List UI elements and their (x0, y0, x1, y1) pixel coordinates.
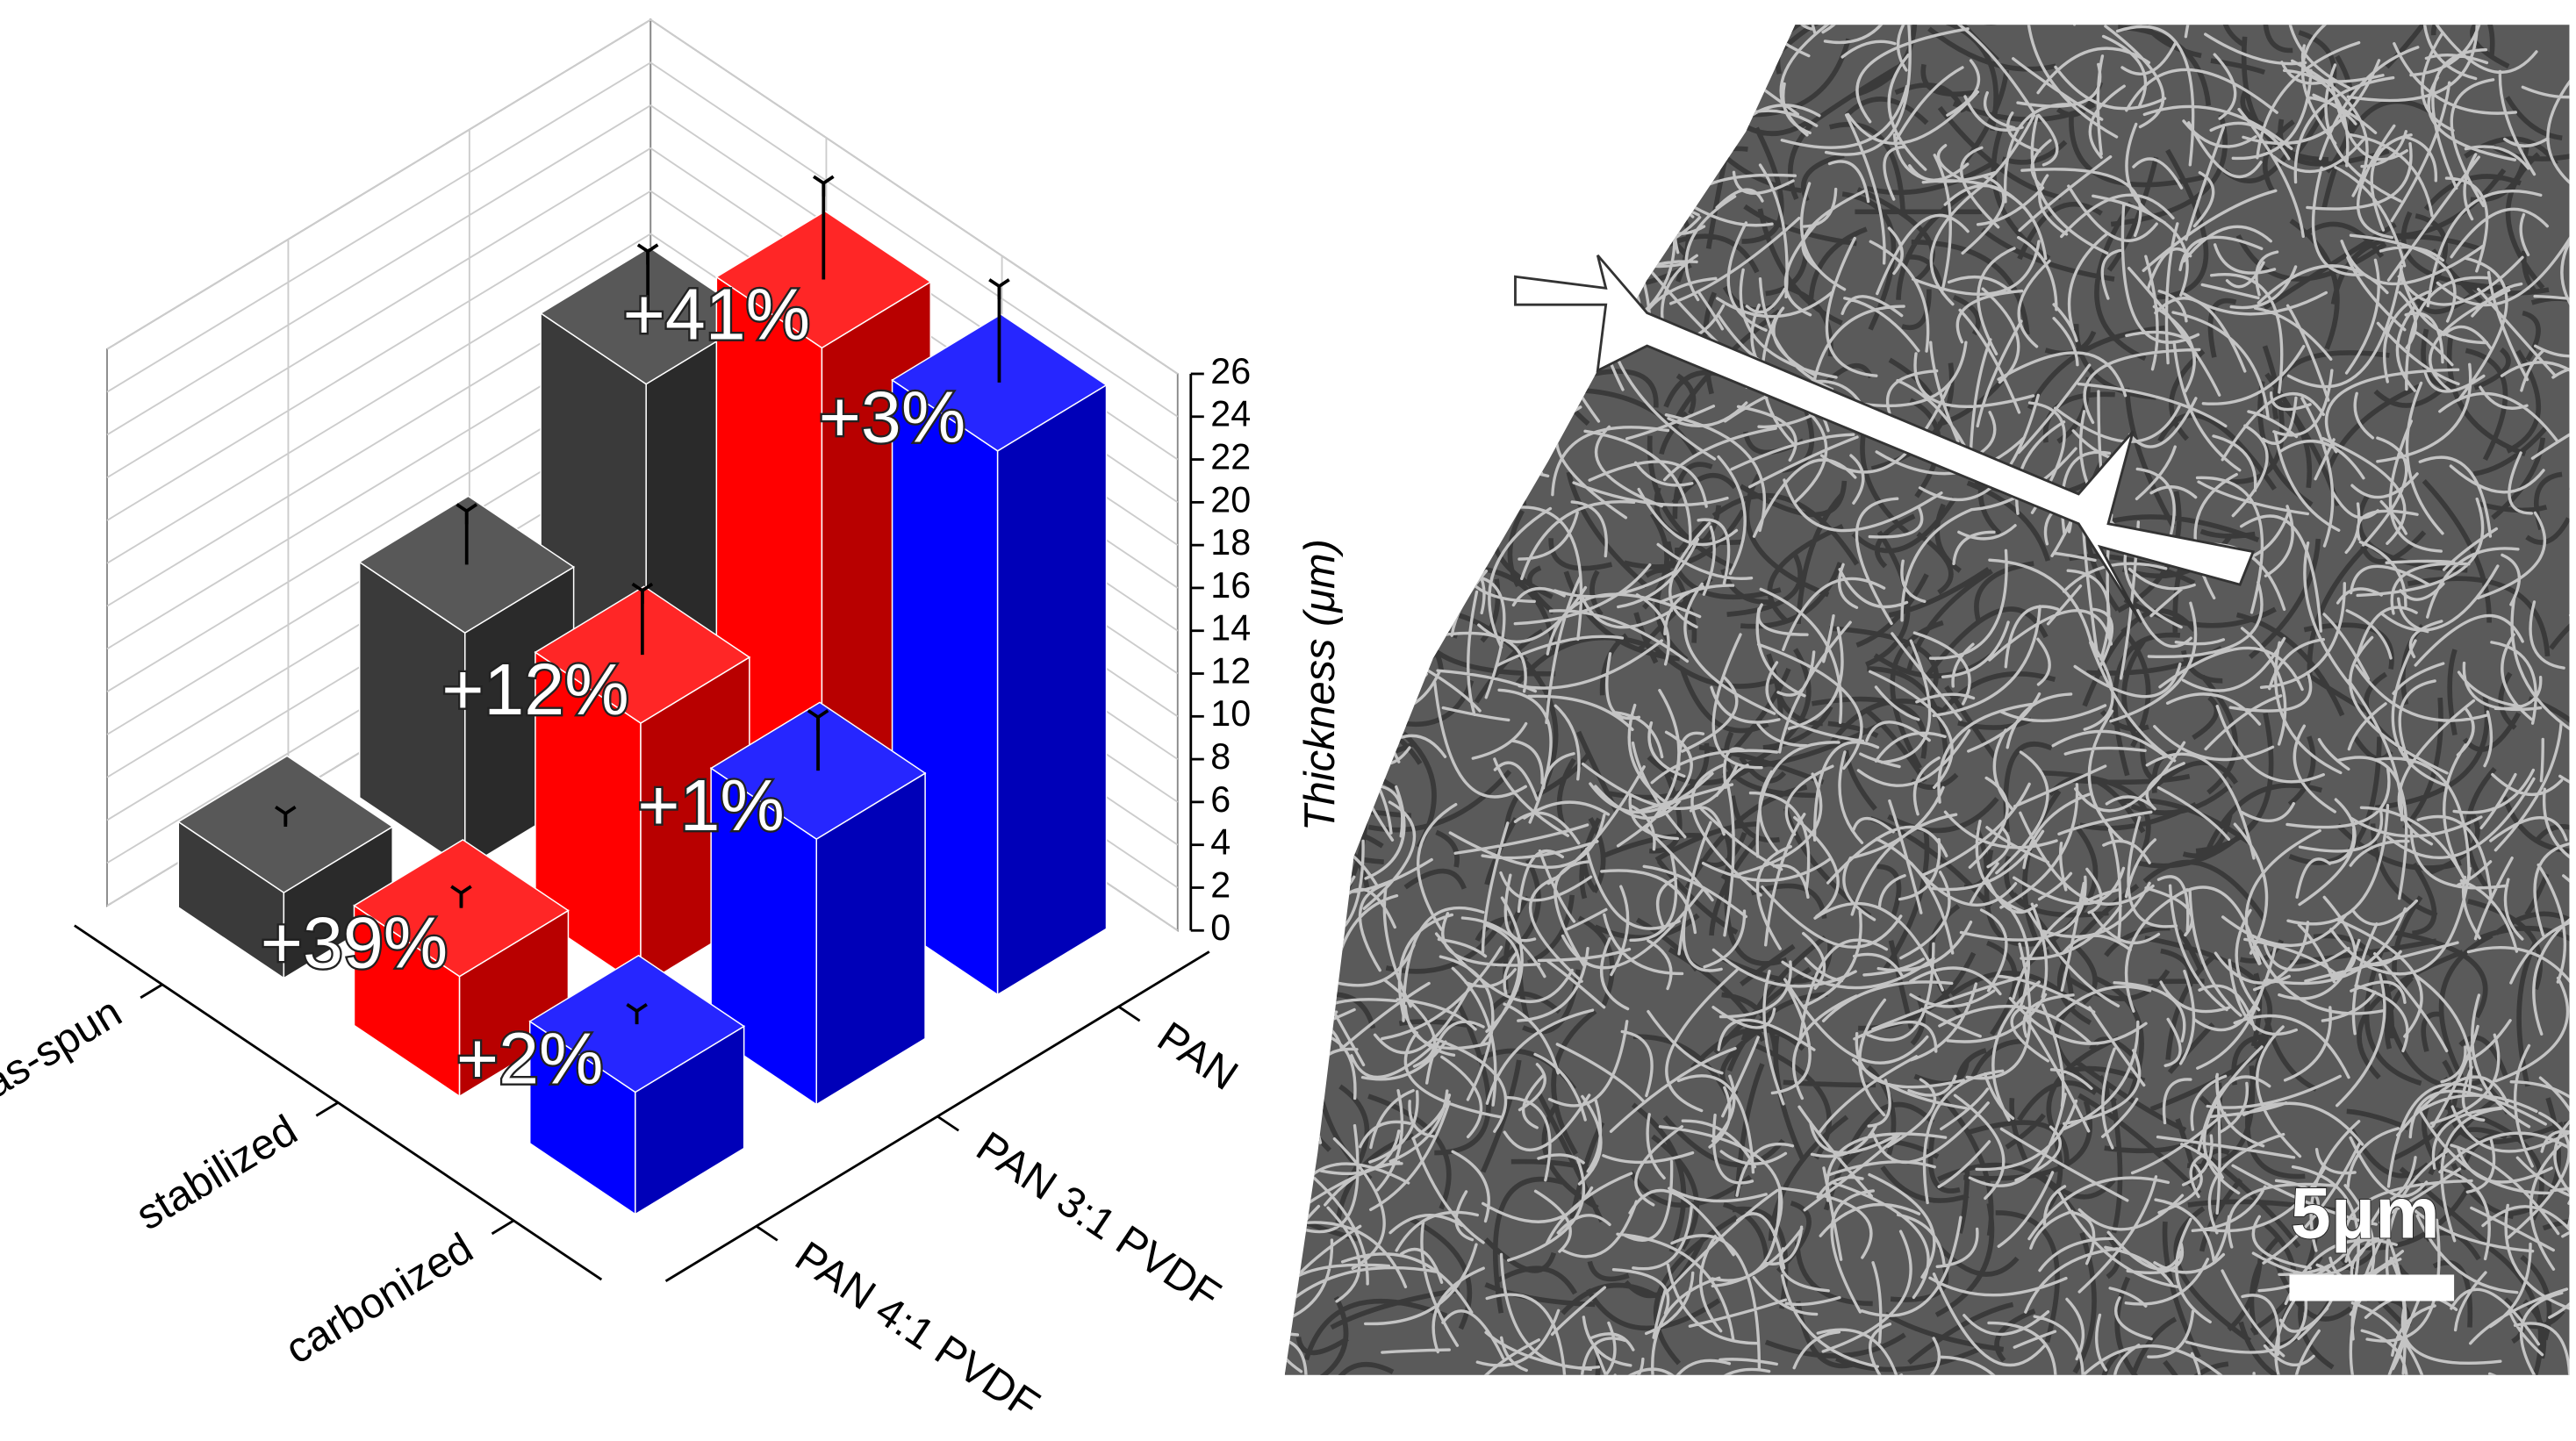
y-tick-label: 8 (1210, 736, 1231, 777)
error-cap (807, 709, 829, 731)
y-tick-label: 26 (1210, 351, 1251, 391)
grid-line (106, 61, 1179, 418)
x-tick (491, 1219, 514, 1236)
y-tick-label: 6 (1210, 779, 1231, 820)
y-tick-label: 12 (1210, 650, 1251, 691)
y-tick-label: 0 (1210, 907, 1231, 948)
x-tick-label: as-spun (0, 988, 130, 1108)
x-tick-label: carbonized (277, 1224, 481, 1373)
y-tick-label: 14 (1210, 608, 1251, 649)
error-cap (636, 243, 659, 265)
y-tick-label: 2 (1210, 864, 1231, 905)
change-label: +41% (623, 274, 810, 355)
y-tick-label: 24 (1210, 394, 1251, 434)
change-label: +1% (637, 765, 785, 846)
scale-bar (2289, 1274, 2455, 1301)
x-tick (140, 983, 163, 1000)
bar (353, 838, 570, 1098)
y-tick-label: 10 (1210, 693, 1251, 734)
y-axis-title: Thickness (μm) (1296, 539, 1344, 831)
error-cap (988, 278, 1010, 300)
x-tick-label: stabilized (128, 1107, 305, 1240)
bar (709, 701, 927, 1107)
error-cap (274, 805, 297, 828)
z-tick-label: PAN 4:1 PVDF (786, 1233, 1047, 1430)
grid-line (106, 18, 1179, 375)
arrow (1514, 254, 2256, 624)
change-label: +3% (819, 377, 966, 458)
z-tick-label: PAN 3:1 PVDF (968, 1122, 1229, 1319)
change-label: +39% (261, 902, 448, 983)
error-cap (626, 1003, 648, 1025)
scale-bar-label: 5μm (2291, 1172, 2440, 1253)
z-tick (1117, 1005, 1141, 1022)
change-label: +12% (441, 649, 628, 730)
bar-face-top (709, 701, 927, 841)
y-tick-label: 16 (1210, 565, 1251, 606)
error-cap (456, 503, 478, 525)
z-tick (936, 1115, 959, 1132)
y-tick-label: 18 (1210, 522, 1251, 563)
change-label: +2% (456, 1019, 604, 1100)
z-tick (755, 1225, 779, 1242)
bar-face-top (353, 838, 570, 978)
bar-face-right (996, 384, 1108, 996)
error-cap (450, 885, 472, 907)
error-cap (631, 582, 654, 604)
y-tick-label: 22 (1210, 436, 1251, 477)
y-tick-label: 4 (1210, 822, 1231, 863)
z-tick-label: PAN (1149, 1013, 1245, 1100)
x-tick (315, 1101, 339, 1117)
error-cap (813, 175, 835, 197)
y-tick-label: 20 (1210, 479, 1251, 520)
